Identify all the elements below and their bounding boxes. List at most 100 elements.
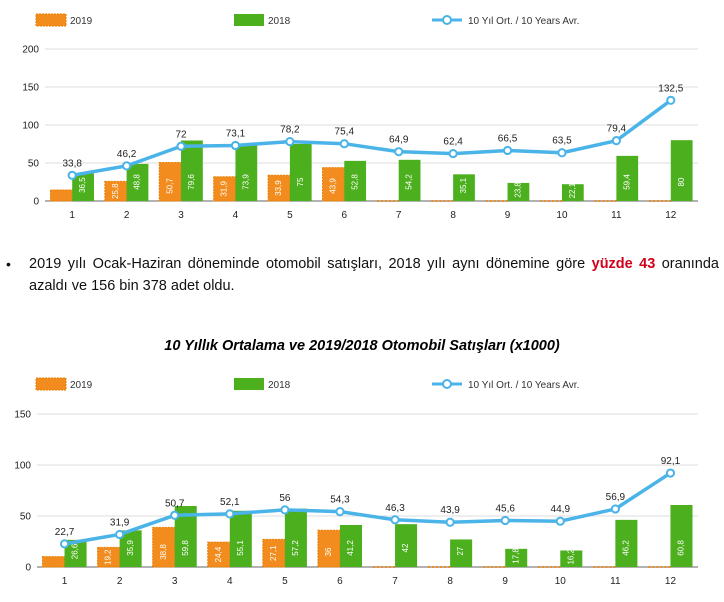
bullet-point: • [6,256,11,272]
c2-legend-swatch-2019 [35,377,67,391]
c2-bar-label-2019-5: 27,1 [269,545,278,561]
c1-avg-label-12: 132,5 [658,83,683,94]
c1-bar-label-2018-11: 59,4 [622,174,631,190]
c1-x-tick-8: 8 [450,210,456,221]
c1-y-tick-200: 200 [22,45,39,56]
c1-bar-label-2018-5: 75 [296,177,305,186]
c1-x-tick-3: 3 [178,210,184,221]
c1-legend-swatch-2018 [234,14,264,26]
c1-bar-2018-1 [72,173,94,201]
c1-x-tick-6: 6 [342,210,348,221]
c1-x-tick-7: 7 [396,210,402,221]
c1-bar-2018-6 [344,160,367,201]
c1-avg-point-10 [557,148,567,158]
c2-avg-point-5 [280,505,290,515]
c1-bar-label-2018-4: 73,9 [241,174,250,190]
c2-bar-label-2019-4: 24,4 [214,546,223,562]
c2-avg-point-8 [445,517,455,527]
c2-avg-label-2: 31,9 [110,517,130,528]
chart-svg-top: 2019 2018 10 Yıl Ort. / 10 Years Avr. 0 50 10… [22,13,698,221]
c2-avg-point-6 [335,507,345,517]
c1-avg-label-1: 33,8 [62,158,82,169]
c2-bar-label-2018-3: 59,8 [181,540,190,556]
c2-bar-label-2018-1: 26,6 [71,543,80,559]
c1-avg-point-3 [176,141,186,151]
c2-avg-point-9 [500,515,510,526]
c1-bar-label-2019-5: 33,9 [274,180,283,196]
c2-bar-label-2018-2: 35,9 [126,540,135,556]
c2-bar-2019-3 [152,526,176,568]
c2-y-tick-150: 150 [14,410,31,421]
c1-avg-point-9 [502,145,513,156]
c1-legend-marker-avg [442,15,452,25]
chart-10yr-average-sales-bottom: 2019 2018 10 Yıl Ort. / 10 Years Avr. 0 50 10… [0,368,724,602]
c1-bar-label-2019-2: 25,8 [111,183,120,199]
c1-bar-2019-6 [322,167,345,202]
c1-x-tick-4: 4 [233,210,239,221]
c2-x-tick-10: 10 [555,576,567,587]
summary-text-before: 2019 yılı Ocak-Haziran döneminde otomobi… [29,256,592,272]
c2-avg-series-line [64,471,672,546]
c1-avg-point-6 [339,139,349,149]
c1-bar-label-2019-4: 31,9 [220,181,229,197]
c2-y-tick-100: 100 [14,461,31,472]
c2-x-tick-2: 2 [117,576,123,587]
c2-avg-label-11: 56,9 [606,492,626,503]
c2-bar-2018-2 [119,530,142,567]
c2-x-tick-5: 5 [282,576,288,587]
c1-bar-label-2018-9: 23,8 [514,182,523,198]
c2-bar-2018-9 [505,548,528,567]
c1-bar-2019-1 [49,189,73,202]
c2-bar-2018-4 [229,510,252,567]
c2-avg-label-9: 45,6 [495,503,515,514]
c1-bar-2018-10 [561,184,584,201]
c2-avg-label-3: 50,7 [165,498,185,509]
c2-bar-label-2018-9: 17,8 [511,548,520,564]
c1-bar-2019-3 [158,161,182,202]
c1-avg-point-2 [122,161,132,171]
chart-svg-bottom: 2019 2018 10 Yıl Ort. / 10 Years Avr. 0 50 10… [14,377,698,587]
c2-avg-point-11 [610,504,620,514]
c2-y-tick-50: 50 [20,512,32,523]
c2-x-tick-8: 8 [447,576,453,587]
c1-bar-2018-5 [289,144,312,201]
c1-avg-point-8 [448,148,458,159]
c1-x-tick-10: 10 [556,210,568,221]
c1-avg-series-line [71,98,672,178]
c2-bar-2018-10 [560,550,583,567]
c2-legend-swatch-2018 [234,378,264,390]
c2-x-tick-12: 12 [665,576,677,587]
c1-bar-2018-8 [453,174,475,201]
c2-legend-label-avg: 10 Yıl Ort. / 10 Years Avr. [468,380,579,391]
c1-x-tick-2: 2 [124,210,130,221]
c1-avg-label-9: 66,5 [498,133,518,144]
c2-legend-label-2019: 2019 [70,380,93,391]
c2-avg-point-1 [59,539,70,549]
c1-x-tick-9: 9 [505,210,511,221]
c2-avg-point-4 [225,509,235,519]
c2-bar-2018-11 [615,519,638,567]
c1-avg-point-12 [666,95,676,105]
c1-bar-label-2018-10: 22,1 [568,182,577,198]
chart-2019-2018-sales-top: 2019 2018 10 Yıl Ort. / 10 Years Avr. 0 50 10… [0,0,724,232]
c2-bar-2019-5 [262,538,286,568]
c1-bar-2018-2 [126,163,149,201]
c1-bar-2018-9 [507,182,530,201]
c2-bar-2018-7 [395,524,418,567]
c1-y-tick-50: 50 [28,159,40,170]
c2-avg-point-2 [115,529,125,540]
c1-bar-label-2018-6: 52,8 [350,174,359,190]
c2-bar-2018-5 [284,508,307,567]
c2-y-tick-0: 0 [25,563,31,574]
c1-bar-label-2018-1: 36,5 [78,177,87,193]
c1-bar-2018-4 [235,144,258,201]
c2-x-tick-4: 4 [227,576,233,587]
c2-bar-2018-3 [174,506,197,567]
c2-avg-point-7 [390,515,400,525]
c2-x-tick-1: 1 [62,576,68,587]
c2-bar-label-2018-4: 55,1 [236,540,245,556]
c1-bar-label-2018-8: 35,1 [459,177,468,193]
c1-bar-label-2019-6: 43,9 [329,178,338,194]
c2-bar-label-2019-2: 19,2 [104,549,113,565]
c1-x-tick-5: 5 [287,210,293,221]
